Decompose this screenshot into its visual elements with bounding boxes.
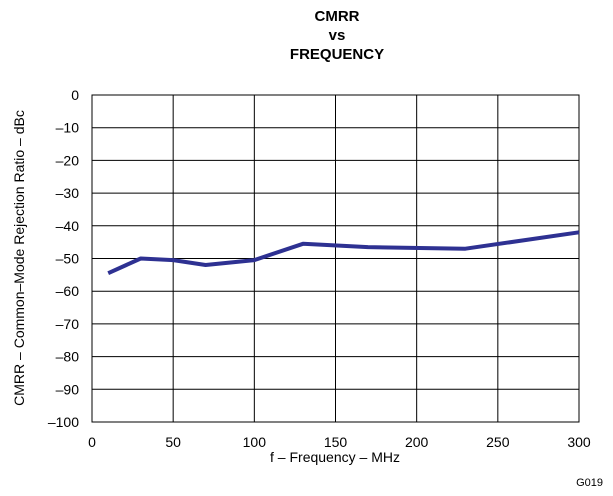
y-tick-label: –20 <box>56 152 80 168</box>
series-line-0 <box>107 230 580 276</box>
chart-title-line-1: CMRR <box>315 8 360 25</box>
chart-title-line-3: FREQUENCY <box>290 46 384 63</box>
y-tick-label: 0 <box>71 87 79 103</box>
y-axis-label: CMRR – Common–Mode Rejection Ratio – dBc <box>11 110 27 406</box>
chart-title-line-2: vs <box>329 27 346 44</box>
y-tick-label: –60 <box>56 283 80 299</box>
y-tick-label: –80 <box>56 349 80 365</box>
x-tick-label: 0 <box>88 434 96 450</box>
grid <box>92 95 579 422</box>
x-axis-label: f – Frequency – MHz <box>270 449 400 465</box>
y-tick-label: –40 <box>56 218 80 234</box>
x-tick-label: 150 <box>324 434 348 450</box>
y-tick-label: –30 <box>56 185 80 201</box>
y-tick-label: –90 <box>56 381 80 397</box>
x-tick-label: 50 <box>165 434 181 450</box>
tick-labels: 0 50 100 150 200 250 300 0 –10 –20 –30 –40 –50 –60 –70… <box>48 87 591 450</box>
figure-id: G019 <box>576 477 603 489</box>
x-tick-label: 250 <box>486 434 510 450</box>
y-tick-label: –10 <box>56 120 80 136</box>
y-tick-label: –100 <box>48 414 79 430</box>
x-tick-label: 200 <box>405 434 429 450</box>
x-tick-label: 100 <box>243 434 267 450</box>
y-tick-label: –70 <box>56 316 80 332</box>
x-tick-label: 300 <box>567 434 591 450</box>
y-tick-label: –50 <box>56 251 80 267</box>
series-layer <box>107 230 580 276</box>
